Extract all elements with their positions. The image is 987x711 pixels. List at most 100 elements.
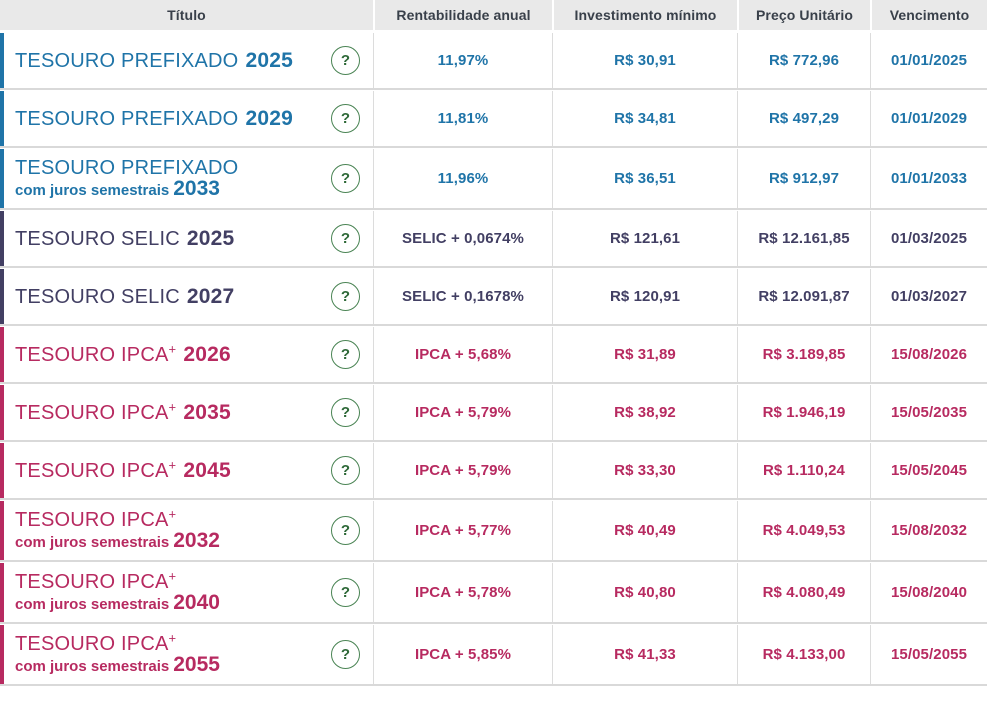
- minimum-investment-value: R$ 33,30: [552, 443, 737, 498]
- column-header-vencimento: Vencimento: [870, 0, 987, 30]
- row-accent-bar: [0, 625, 4, 684]
- minimum-investment-value: R$ 31,89: [552, 327, 737, 382]
- help-icon[interactable]: ?: [331, 104, 360, 133]
- annual-rate-value: 11,81%: [373, 91, 552, 146]
- help-icon[interactable]: ?: [331, 516, 360, 545]
- bond-title-cell: TESOURO PREFIXADO com juros semestrais 20…: [4, 149, 373, 208]
- row-accent-bar: [0, 269, 4, 324]
- bond-title-cell: TESOURO IPCA+ com juros semestrais 2040 ?: [4, 563, 373, 622]
- annual-rate-value: SELIC + 0,1678%: [373, 269, 552, 324]
- minimum-investment-value: R$ 121,61: [552, 211, 737, 266]
- bond-year: 2035: [183, 400, 231, 424]
- maturity-date-value: 15/05/2035: [870, 385, 987, 440]
- unit-price-value: R$ 12.161,85: [737, 211, 870, 266]
- table-row[interactable]: TESOURO IPCA+ com juros semestrais 2055 ?…: [0, 625, 987, 686]
- help-icon[interactable]: ?: [331, 578, 360, 607]
- help-icon[interactable]: ?: [331, 640, 360, 669]
- maturity-date-value: 01/01/2029: [870, 91, 987, 146]
- bond-name: TESOURO IPCA: [15, 633, 169, 655]
- column-header-titulo: Título: [0, 0, 373, 30]
- minimum-investment-value: R$ 38,92: [552, 385, 737, 440]
- maturity-date-value: 01/01/2025: [870, 33, 987, 88]
- bond-title: TESOURO PREFIXADO com juros semestrais 20…: [15, 157, 238, 200]
- column-header-rentabilidade: Rentabilidade anual: [373, 0, 552, 30]
- bond-title: TESOURO IPCA+ com juros semestrais 2032: [15, 507, 220, 552]
- maturity-date-value: 15/05/2045: [870, 443, 987, 498]
- row-accent-bar: [0, 327, 4, 382]
- unit-price-value: R$ 4.080,49: [737, 563, 870, 622]
- table-row[interactable]: TESOURO SELIC 2027 ? SELIC + 0,1678% R$ 1…: [0, 269, 987, 326]
- bond-year: 2055: [173, 653, 220, 676]
- bond-title-cell: TESOURO SELIC 2025 ?: [4, 211, 373, 266]
- table-header: Título Rentabilidade anual Investimento …: [0, 0, 987, 30]
- bond-title-cell: TESOURO IPCA+ com juros semestrais 2032 ?: [4, 501, 373, 560]
- row-accent-bar: [0, 211, 4, 266]
- bond-name: TESOURO PREFIXADO: [15, 107, 239, 130]
- bond-title: TESOURO IPCA+ com juros semestrais 2055: [15, 631, 220, 676]
- bond-title-cell: TESOURO IPCA+ 2045 ?: [4, 443, 373, 498]
- bond-title: TESOURO IPCA+ 2026: [15, 340, 231, 366]
- unit-price-value: R$ 912,97: [737, 149, 870, 208]
- bond-subtitle: com juros semestrais: [15, 182, 170, 199]
- bond-plus-suffix: +: [168, 456, 177, 472]
- unit-price-value: R$ 1.946,19: [737, 385, 870, 440]
- table-row[interactable]: TESOURO SELIC 2025 ? SELIC + 0,0674% R$ 1…: [0, 211, 987, 268]
- bond-name: TESOURO IPCA: [15, 401, 169, 424]
- minimum-investment-value: R$ 40,49: [552, 501, 737, 560]
- bond-title: TESOURO IPCA+ 2045: [15, 456, 231, 482]
- bond-subtitle: com juros semestrais: [15, 658, 170, 675]
- maturity-date-value: 01/01/2033: [870, 149, 987, 208]
- annual-rate-value: IPCA + 5,79%: [373, 385, 552, 440]
- table-row[interactable]: TESOURO IPCA+ com juros semestrais 2040 ?…: [0, 563, 987, 624]
- maturity-date-value: 15/08/2026: [870, 327, 987, 382]
- annual-rate-value: IPCA + 5,79%: [373, 443, 552, 498]
- maturity-date-value: 15/05/2055: [870, 625, 987, 684]
- column-header-preco: Preço Unitário: [737, 0, 870, 30]
- bond-title-cell: TESOURO PREFIXADO 2029 ?: [4, 91, 373, 146]
- unit-price-value: R$ 1.110,24: [737, 443, 870, 498]
- help-icon[interactable]: ?: [331, 398, 360, 427]
- row-accent-bar: [0, 385, 4, 440]
- bond-plus-suffix: +: [168, 340, 177, 356]
- annual-rate-value: SELIC + 0,0674%: [373, 211, 552, 266]
- row-accent-bar: [0, 33, 4, 88]
- bond-title-cell: TESOURO SELIC 2027 ?: [4, 269, 373, 324]
- table-body: TESOURO PREFIXADO 2025 ? 11,97% R$ 30,91 …: [0, 33, 987, 686]
- maturity-date-value: 01/03/2025: [870, 211, 987, 266]
- help-icon[interactable]: ?: [331, 340, 360, 369]
- help-icon[interactable]: ?: [331, 164, 360, 193]
- help-icon[interactable]: ?: [331, 456, 360, 485]
- bond-title: TESOURO PREFIXADO 2025: [15, 48, 293, 72]
- row-accent-bar: [0, 563, 4, 622]
- bond-name: TESOURO IPCA: [15, 509, 169, 531]
- row-accent-bar: [0, 501, 4, 560]
- unit-price-value: R$ 497,29: [737, 91, 870, 146]
- bond-name: TESOURO SELIC: [15, 285, 180, 308]
- table-row[interactable]: TESOURO IPCA+ 2035 ? IPCA + 5,79% R$ 38,9…: [0, 385, 987, 442]
- table-row[interactable]: TESOURO PREFIXADO com juros semestrais 20…: [0, 149, 987, 210]
- table-row[interactable]: TESOURO IPCA+ 2026 ? IPCA + 5,68% R$ 31,8…: [0, 327, 987, 384]
- maturity-date-value: 15/08/2032: [870, 501, 987, 560]
- bond-title-cell: TESOURO IPCA+ 2026 ?: [4, 327, 373, 382]
- table-row[interactable]: TESOURO PREFIXADO 2025 ? 11,97% R$ 30,91 …: [0, 33, 987, 90]
- row-accent-bar: [0, 149, 4, 208]
- help-icon[interactable]: ?: [331, 46, 360, 75]
- table-row[interactable]: TESOURO PREFIXADO 2029 ? 11,81% R$ 34,81 …: [0, 91, 987, 148]
- bond-title-cell: TESOURO IPCA+ 2035 ?: [4, 385, 373, 440]
- bond-year: 2025: [245, 48, 293, 72]
- annual-rate-value: IPCA + 5,78%: [373, 563, 552, 622]
- bond-year: 2027: [186, 284, 235, 308]
- bond-year: 2032: [173, 529, 220, 552]
- bond-year: 2026: [183, 342, 231, 366]
- help-icon[interactable]: ?: [331, 282, 360, 311]
- table-row[interactable]: TESOURO IPCA+ 2045 ? IPCA + 5,79% R$ 33,3…: [0, 443, 987, 500]
- table-row[interactable]: TESOURO IPCA+ com juros semestrais 2032 ?…: [0, 501, 987, 562]
- bond-year: 2040: [173, 591, 220, 614]
- bond-subtitle: com juros semestrais: [15, 534, 170, 551]
- help-icon[interactable]: ?: [331, 224, 360, 253]
- annual-rate-value: 11,97%: [373, 33, 552, 88]
- bond-title: TESOURO SELIC 2025: [15, 227, 234, 250]
- unit-price-value: R$ 12.091,87: [737, 269, 870, 324]
- minimum-investment-value: R$ 36,51: [552, 149, 737, 208]
- bond-name: TESOURO IPCA: [15, 343, 169, 366]
